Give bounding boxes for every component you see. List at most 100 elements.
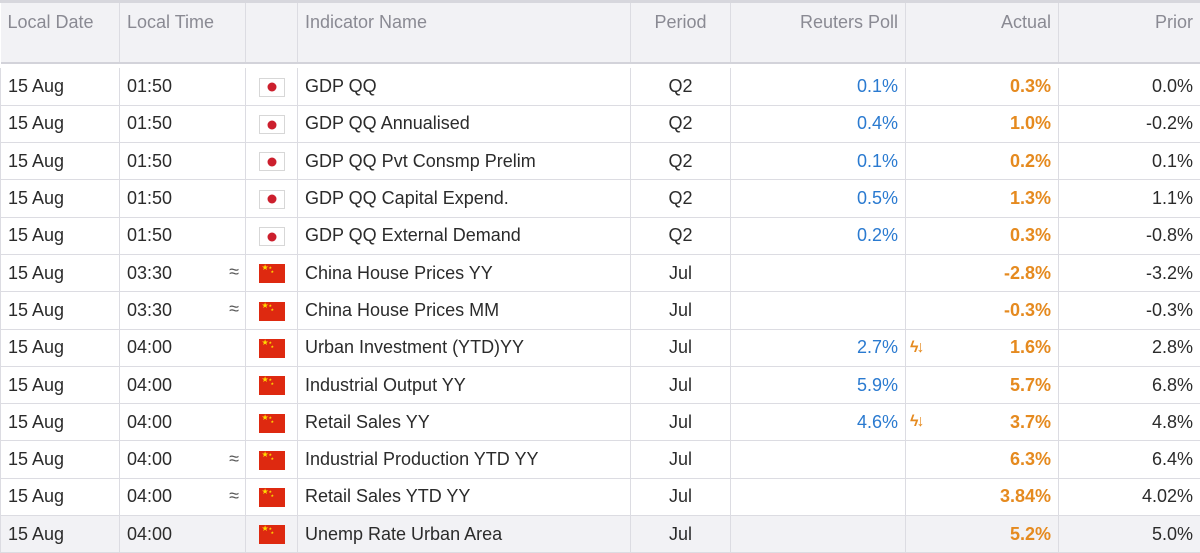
- local-date-cell: 15 Aug: [1, 143, 120, 180]
- indicator-name-cell[interactable]: Industrial Output YY: [298, 366, 631, 403]
- local-date-cell: 15 Aug: [1, 105, 120, 142]
- local-time-cell: 03:30≈: [120, 254, 246, 291]
- local-time-cell: 04:00: [120, 366, 246, 403]
- indicator-name-cell[interactable]: China House Prices YY: [298, 254, 631, 291]
- local-time-cell: 01:50: [120, 68, 246, 105]
- table-row[interactable]: 15 Aug 01:50 GDP QQ Pvt Consmp Prelim Q2…: [1, 143, 1200, 180]
- local-time-text: 01:50: [127, 113, 172, 133]
- column-header-reuters-poll[interactable]: Reuters Poll: [731, 3, 906, 63]
- table-row[interactable]: 15 Aug 04:00≈ ★★★ Retail Sales YTD YY Ju…: [1, 478, 1200, 515]
- prior-cell: 4.02%: [1059, 478, 1200, 515]
- table-row[interactable]: 15 Aug 01:50 GDP QQ Annualised Q2 0.4% 1…: [1, 105, 1200, 142]
- table-body: 15 Aug 01:50 GDP QQ Q2 0.1% 0.3% 0.0% 15…: [1, 68, 1200, 553]
- china-flag-icon: ★★★: [259, 264, 285, 283]
- actual-cell: -0.3%: [906, 292, 1059, 329]
- actual-value: 3.7%: [1010, 412, 1051, 432]
- local-time-cell: 04:00 ≈: [120, 478, 246, 515]
- indicator-name-cell[interactable]: GDP QQ Capital Expend.: [298, 180, 631, 217]
- local-date-cell: 15 Aug: [1, 217, 120, 254]
- period-cell: Jul: [631, 254, 731, 291]
- local-date-cell: 15 Aug: [1, 329, 120, 366]
- indicator-name-cell[interactable]: Retail Sales YTD YY: [298, 478, 631, 515]
- local-time-cell: 04:00: [120, 404, 246, 441]
- indicator-name-cell[interactable]: Urban Investment (YTD)YY: [298, 329, 631, 366]
- country-flag-cell: ★★★: [246, 441, 298, 478]
- actual-cell: 3.84%: [906, 478, 1059, 515]
- actual-value: 0.3%: [1010, 76, 1051, 96]
- local-time-text: 04:00: [127, 486, 172, 506]
- reuters-poll-cell: 0.4%: [731, 105, 906, 142]
- indicator-name-cell[interactable]: Industrial Production YTD YY: [298, 441, 631, 478]
- period-cell: Jul: [631, 404, 731, 441]
- table-row[interactable]: 15 Aug 04:00 ★★★ Retail Sales YY Jul 4.6…: [1, 404, 1200, 441]
- reuters-poll-cell: 2.7%: [731, 329, 906, 366]
- prior-cell: 6.4%: [1059, 441, 1200, 478]
- local-date-cell: 15 Aug: [1, 68, 120, 105]
- reuters-poll-cell: 5.9%: [731, 366, 906, 403]
- prior-cell: 2.8%: [1059, 329, 1200, 366]
- actual-cell: 1.6%ϟ↓: [906, 329, 1059, 366]
- table-row[interactable]: 15 Aug 03:30≈ ★★★ China House Prices YY …: [1, 254, 1200, 291]
- local-date-cell: 15 Aug: [1, 180, 120, 217]
- table-row[interactable]: 15 Aug 01:50 GDP QQ External Demand Q2 0…: [1, 217, 1200, 254]
- actual-value: 1.0%: [1010, 113, 1051, 133]
- column-header-period[interactable]: Period: [631, 3, 731, 63]
- country-flag-cell: [246, 105, 298, 142]
- indicator-name-cell[interactable]: Retail Sales YY: [298, 404, 631, 441]
- reuters-poll-cell: 0.1%: [731, 143, 906, 180]
- indicator-table: Local Date Local Time Indicator Name Per…: [0, 3, 1200, 553]
- local-date-cell: 15 Aug: [1, 441, 120, 478]
- indicator-name-cell[interactable]: GDP QQ Pvt Consmp Prelim: [298, 143, 631, 180]
- column-header-indicator-name[interactable]: Indicator Name: [298, 3, 631, 63]
- country-flag-cell: [246, 143, 298, 180]
- table-row[interactable]: 15 Aug 04:00 ★★★ Unemp Rate Urban Area J…: [1, 516, 1200, 553]
- approximate-time-icon: ≈: [229, 485, 239, 506]
- indicator-name-cell[interactable]: GDP QQ Annualised: [298, 105, 631, 142]
- table-row[interactable]: 15 Aug 03:30≈ ★★★ China House Prices MM …: [1, 292, 1200, 329]
- country-flag-cell: ★★★: [246, 404, 298, 441]
- actual-value: -2.8%: [1004, 263, 1051, 283]
- column-header-actual[interactable]: Actual: [906, 3, 1059, 63]
- table-row[interactable]: 15 Aug 04:00≈ ★★★ Industrial Production …: [1, 441, 1200, 478]
- reuters-poll-cell: [731, 292, 906, 329]
- actual-cell: 1.3%: [906, 180, 1059, 217]
- japan-flag-icon: [259, 78, 285, 97]
- prior-cell: -0.2%: [1059, 105, 1200, 142]
- actual-value: 6.3%: [1010, 449, 1051, 469]
- table-row[interactable]: 15 Aug 04:00 ★★★ Industrial Output YY Ju…: [1, 366, 1200, 403]
- country-flag-cell: ★★★: [246, 478, 298, 515]
- country-flag-cell: ★★★: [246, 254, 298, 291]
- column-header-local-time[interactable]: Local Time: [120, 3, 246, 63]
- table-header: Local Date Local Time Indicator Name Per…: [1, 3, 1200, 68]
- table-row[interactable]: 15 Aug 04:00 ★★★ Urban Investment (YTD)Y…: [1, 329, 1200, 366]
- table-row[interactable]: 15 Aug 01:50 GDP QQ Q2 0.1% 0.3% 0.0%: [1, 68, 1200, 105]
- country-flag-cell: ★★★: [246, 516, 298, 553]
- actual-cell: 6.3%: [906, 441, 1059, 478]
- indicator-name-cell[interactable]: Unemp Rate Urban Area: [298, 516, 631, 553]
- local-time-text: 03:30: [127, 263, 172, 283]
- local-date-cell: 15 Aug: [1, 366, 120, 403]
- reuters-poll-cell: 4.6%: [731, 404, 906, 441]
- prior-cell: 0.0%: [1059, 68, 1200, 105]
- indicator-name-cell[interactable]: GDP QQ External Demand: [298, 217, 631, 254]
- local-date-cell: 15 Aug: [1, 254, 120, 291]
- local-date-cell: 15 Aug: [1, 292, 120, 329]
- local-time-text: 04:00: [127, 449, 172, 469]
- indicator-name-cell[interactable]: GDP QQ: [298, 68, 631, 105]
- country-flag-cell: [246, 180, 298, 217]
- china-flag-icon: ★★★: [259, 376, 285, 395]
- indicator-name-cell[interactable]: China House Prices MM: [298, 292, 631, 329]
- table-row[interactable]: 15 Aug 01:50 GDP QQ Capital Expend. Q2 0…: [1, 180, 1200, 217]
- japan-flag-icon: [259, 152, 285, 171]
- local-time-text: 04:00: [127, 412, 172, 432]
- period-cell: Q2: [631, 217, 731, 254]
- country-flag-cell: [246, 68, 298, 105]
- local-time-text: 03:30: [127, 300, 172, 320]
- column-header-prior[interactable]: Prior: [1059, 3, 1200, 63]
- actual-cell: 0.3%: [906, 68, 1059, 105]
- reuters-poll-cell: 0.2%: [731, 217, 906, 254]
- japan-flag-icon: [259, 227, 285, 246]
- column-header-local-date[interactable]: Local Date: [1, 3, 120, 63]
- local-date-cell: 15 Aug: [1, 516, 120, 553]
